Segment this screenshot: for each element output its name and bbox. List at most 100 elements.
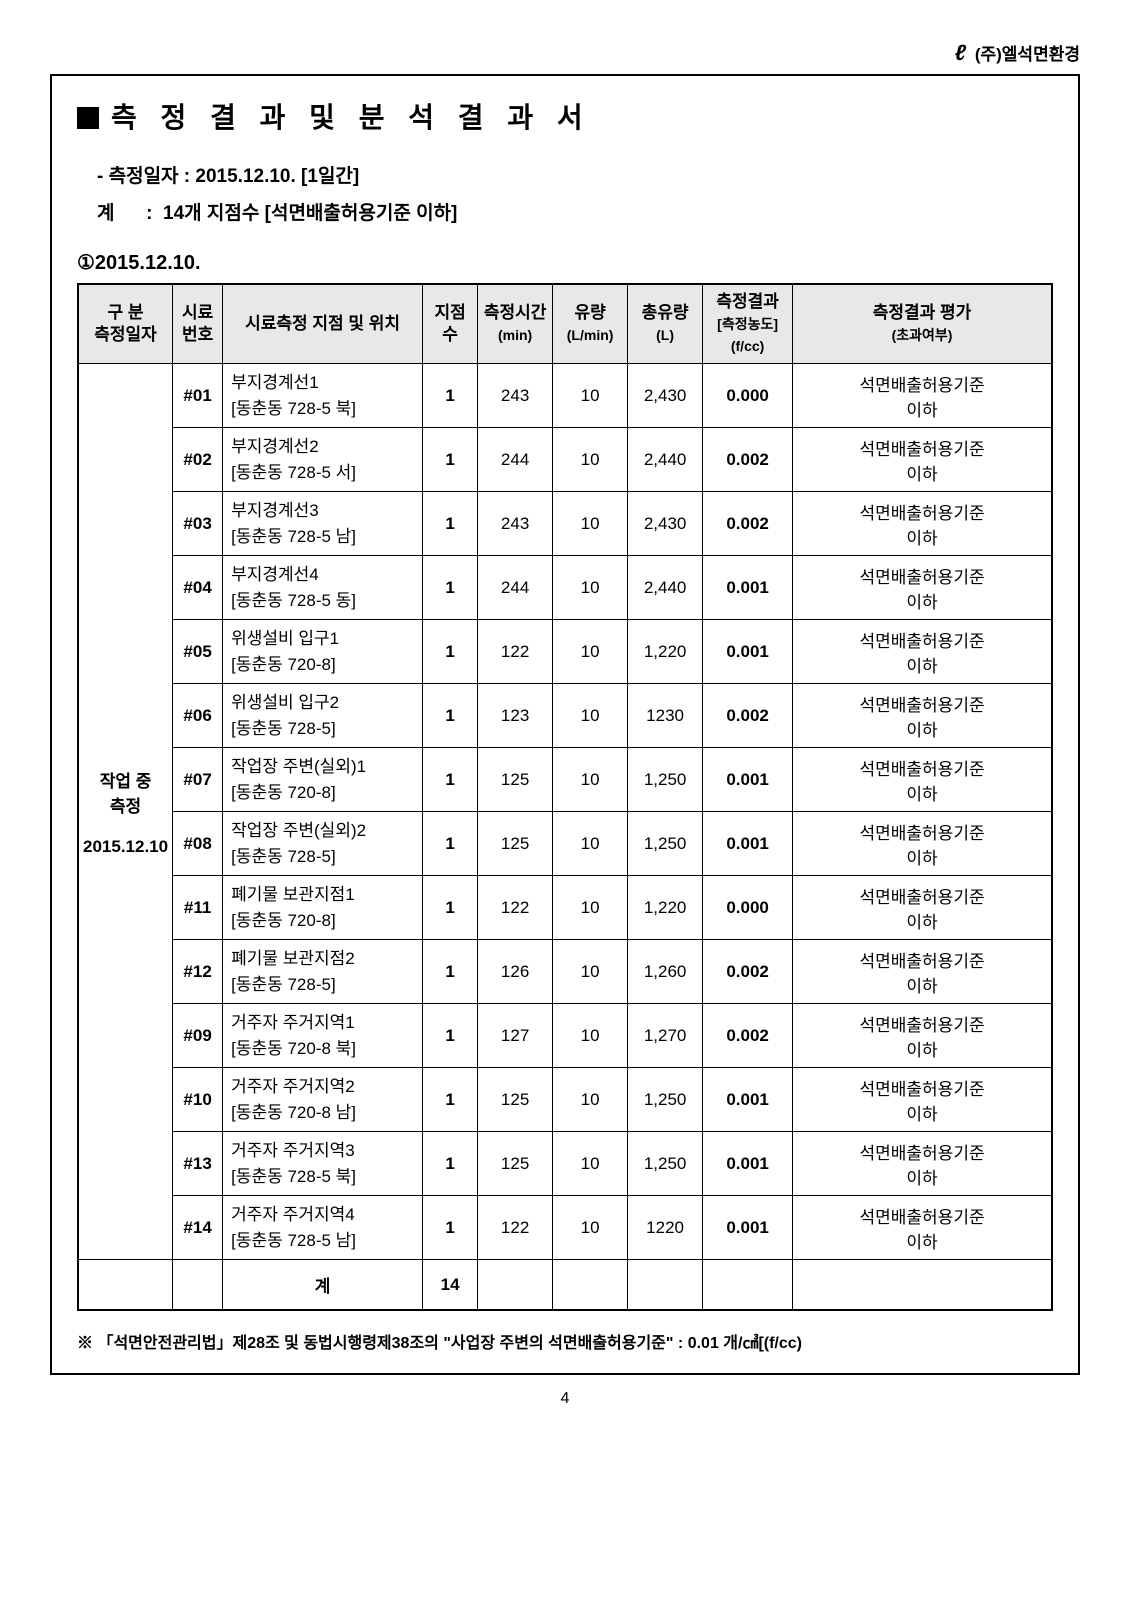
sum-label: 계 [223,1260,423,1310]
cell-sample-no: #02 [173,428,223,492]
cell-flow: 10 [553,556,628,620]
col-points: 지점수 [423,284,478,364]
cell-eval: 석면배출허용기준이하 [793,1132,1052,1196]
cell-total-flow: 2,440 [628,556,703,620]
cell-sample-no: #05 [173,620,223,684]
table-row: 작업 중측정2015.12.10#01부지경계선1[동춘동 728-5 북]12… [78,364,1052,428]
cell-points: 1 [423,1132,478,1196]
cell-sample-no: #03 [173,492,223,556]
cell-location: 거주자 주거지역1[동춘동 720-8 북] [223,1004,423,1068]
cell-eval: 석면배출허용기준이하 [793,876,1052,940]
cell-time: 243 [478,364,553,428]
sum-points: 14 [423,1260,478,1310]
cell-result: 0.002 [703,684,793,748]
cell-total-flow: 1,250 [628,748,703,812]
sum-blank [628,1260,703,1310]
cell-total-flow: 1,250 [628,1068,703,1132]
cell-total-flow: 1,250 [628,812,703,876]
cell-sample-no: #07 [173,748,223,812]
category-cell: 작업 중측정2015.12.10 [78,364,173,1260]
cell-flow: 10 [553,940,628,1004]
cell-result: 0.001 [703,748,793,812]
cell-total-flow: 2,440 [628,428,703,492]
col-flow: 유량(L/min) [553,284,628,364]
cell-time: 123 [478,684,553,748]
cell-eval: 석면배출허용기준이하 [793,492,1052,556]
cell-flow: 10 [553,684,628,748]
measure-date-line: - 측정일자 : 2015.12.10. [1일간] [97,161,1053,188]
cell-flow: 10 [553,1004,628,1068]
cell-time: 243 [478,492,553,556]
cell-total-flow: 1220 [628,1196,703,1260]
cell-points: 1 [423,748,478,812]
cell-location: 부지경계선2[동춘동 728-5 서] [223,428,423,492]
cell-result: 0.001 [703,620,793,684]
sum-blank [703,1260,793,1310]
cell-points: 1 [423,1196,478,1260]
cell-result: 0.001 [703,1068,793,1132]
table-header-row: 구 분측정일자 시료번호 시료측정 지점 및 위치 지점수 측정시간(min) … [78,284,1052,364]
cell-total-flow: 1,250 [628,1132,703,1196]
cell-location: 거주자 주거지역3[동춘동 728-5 북] [223,1132,423,1196]
cell-sample-no: #11 [173,876,223,940]
table-row: #11폐기물 보관지점1[동춘동 720-8]1122101,2200.000석… [78,876,1052,940]
table-sum-row: 계14 [78,1260,1052,1310]
cell-eval: 석면배출허용기준이하 [793,1004,1052,1068]
page-number: 4 [50,1390,1080,1408]
table-row: #14거주자 주거지역4[동춘동 728-5 남]11221012200.001… [78,1196,1052,1260]
cell-eval: 석면배출허용기준이하 [793,556,1052,620]
col-category: 구 분측정일자 [78,284,173,364]
table-row: #06위생설비 입구2[동춘동 728-5]11231012300.002석면배… [78,684,1052,748]
cell-points: 1 [423,876,478,940]
col-sample-no: 시료번호 [173,284,223,364]
table-row: #10거주자 주거지역2[동춘동 720-8 남]1125101,2500.00… [78,1068,1052,1132]
sum-blank [78,1260,173,1310]
cell-sample-no: #12 [173,940,223,1004]
logo-icon: ℓ [955,40,966,65]
cell-time: 127 [478,1004,553,1068]
cell-points: 1 [423,556,478,620]
table-row: #03부지경계선3[동춘동 728-5 남]1243102,4300.002석면… [78,492,1052,556]
cell-flow: 10 [553,1132,628,1196]
sum-blank [793,1260,1052,1310]
cell-sample-no: #09 [173,1004,223,1068]
cell-sample-no: #14 [173,1196,223,1260]
table-row: #07작업장 주변(실외)1[동춘동 720-8]1125101,2500.00… [78,748,1052,812]
company-name: (주)엘석면환경 [975,45,1080,64]
col-location: 시료측정 지점 및 위치 [223,284,423,364]
cell-sample-no: #04 [173,556,223,620]
sum-blank [173,1260,223,1310]
cell-time: 122 [478,1196,553,1260]
cell-location: 거주자 주거지역2[동춘동 720-8 남] [223,1068,423,1132]
cell-eval: 석면배출허용기준이하 [793,684,1052,748]
cell-points: 1 [423,812,478,876]
cell-location: 부지경계선4[동춘동 728-5 동] [223,556,423,620]
table-row: #13거주자 주거지역3[동춘동 728-5 북]1125101,2500.00… [78,1132,1052,1196]
col-eval: 측정결과 평가(초과여부) [793,284,1052,364]
company-header: ℓ (주)엘석면환경 [50,40,1080,66]
cell-location: 폐기물 보관지점1[동춘동 720-8] [223,876,423,940]
cell-time: 125 [478,812,553,876]
cell-time: 125 [478,748,553,812]
cell-flow: 10 [553,620,628,684]
cell-total-flow: 1,260 [628,940,703,1004]
cell-time: 122 [478,620,553,684]
cell-flow: 10 [553,1196,628,1260]
cell-time: 126 [478,940,553,1004]
cell-total-flow: 2,430 [628,492,703,556]
cell-result: 0.002 [703,492,793,556]
title-bullet-icon [77,107,99,129]
report-frame: 측 정 결 과 및 분 석 결 과 서 - 측정일자 : 2015.12.10.… [50,74,1080,1375]
cell-total-flow: 1,220 [628,620,703,684]
cell-points: 1 [423,940,478,1004]
cell-points: 1 [423,364,478,428]
cell-points: 1 [423,684,478,748]
cell-flow: 10 [553,1068,628,1132]
cell-result: 0.000 [703,876,793,940]
cell-location: 거주자 주거지역4[동춘동 728-5 남] [223,1196,423,1260]
report-title: 측 정 결 과 및 분 석 결 과 서 [77,96,1053,136]
cell-points: 1 [423,1004,478,1068]
cell-location: 폐기물 보관지점2[동춘동 728-5] [223,940,423,1004]
cell-total-flow: 1,220 [628,876,703,940]
cell-total-flow: 1,270 [628,1004,703,1068]
